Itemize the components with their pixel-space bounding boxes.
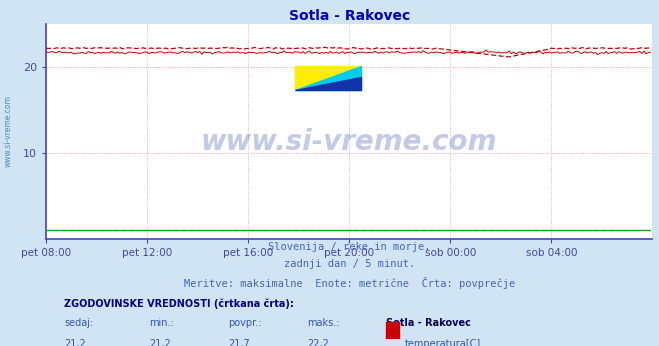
Text: 21,2: 21,2 — [65, 339, 86, 346]
Text: povpr.:: povpr.: — [228, 318, 262, 328]
Text: sedaj:: sedaj: — [65, 318, 94, 328]
Text: 21,2: 21,2 — [149, 339, 171, 346]
Text: ZGODOVINSKE VREDNOSTI (črtkana črta):: ZGODOVINSKE VREDNOSTI (črtkana črta): — [65, 298, 294, 309]
Bar — [386, 321, 399, 343]
Text: Meritve: maksimalne  Enote: metrične  Črta: povprečje: Meritve: maksimalne Enote: metrične Črta… — [184, 277, 515, 289]
Text: www.si-vreme.com: www.si-vreme.com — [3, 95, 13, 167]
Polygon shape — [295, 76, 361, 90]
Bar — [386, 343, 399, 346]
Text: Slovenija / reke in morje.: Slovenija / reke in morje. — [268, 242, 430, 252]
Text: zadnji dan / 5 minut.: zadnji dan / 5 minut. — [283, 259, 415, 269]
Text: temperatura[C]: temperatura[C] — [405, 339, 481, 346]
Text: min.:: min.: — [149, 318, 174, 328]
Text: maks.:: maks.: — [307, 318, 339, 328]
Polygon shape — [295, 66, 361, 90]
Polygon shape — [295, 66, 361, 90]
Title: Sotla - Rakovec: Sotla - Rakovec — [289, 9, 410, 23]
Text: 22,2: 22,2 — [307, 339, 329, 346]
Text: 21,7: 21,7 — [228, 339, 250, 346]
Text: Sotla - Rakovec: Sotla - Rakovec — [386, 318, 471, 328]
Text: www.si-vreme.com: www.si-vreme.com — [201, 128, 498, 156]
